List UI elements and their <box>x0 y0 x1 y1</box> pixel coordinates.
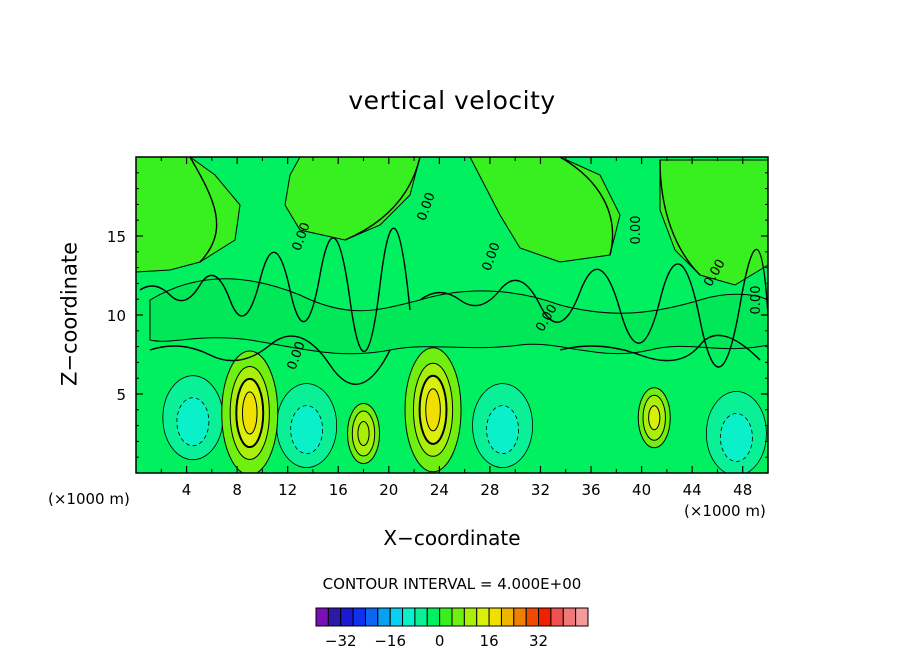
x-tick-label-48: 48 <box>733 481 752 499</box>
x-tick-label-32: 32 <box>531 481 550 499</box>
colorbar-swatch-5 <box>364 607 379 627</box>
contour-interval-text: CONTOUR INTERVAL = 4.000E+00 <box>322 575 582 593</box>
chart-title: vertical velocity <box>348 86 556 115</box>
colorbar-swatch-20 <box>550 607 564 627</box>
x-tick-label-24: 24 <box>430 481 449 499</box>
downdraft-inner-3 <box>486 405 519 455</box>
updraft-core-3 <box>648 405 661 431</box>
x-tick-label-8: 8 <box>232 481 242 499</box>
colorbar-swatch-13 <box>463 607 478 627</box>
upper-band-4 <box>659 159 768 286</box>
updraft-core-4 <box>357 421 370 446</box>
colorbar-swatch-7 <box>389 607 404 627</box>
colorbar-swatch-10 <box>426 607 441 627</box>
colorbar-swatch-16 <box>500 607 515 627</box>
colorbar-swatch-11 <box>439 607 453 627</box>
x-tick-label-40: 40 <box>632 481 651 499</box>
colorbar-swatch-4 <box>352 607 366 627</box>
colorbar-tick-label-2: −16 <box>374 632 406 650</box>
updraft-core-1 <box>241 391 258 435</box>
colorbar-tick-label-4: 16 <box>480 632 499 650</box>
x-tick-label-20: 20 <box>379 481 398 499</box>
x-unit-label-right: (×1000 m) <box>684 502 766 520</box>
downdraft-inner-4 <box>720 413 753 462</box>
zero-contour-6 <box>344 157 421 241</box>
y-tick-label-5: 5 <box>116 386 126 404</box>
y-tick-label-15: 15 <box>107 228 126 246</box>
updraft-core-2 <box>425 388 441 432</box>
contour-label-5: 0.00 <box>629 216 644 245</box>
colorbar-swatch-19 <box>538 607 552 627</box>
zero-contour-8 <box>659 159 701 276</box>
colorbar-swatch-2 <box>327 607 342 627</box>
colorbar-tick-label-3: 0 <box>435 632 445 650</box>
zero-contour-5 <box>189 157 218 263</box>
colorbar-swatch-3 <box>340 607 354 627</box>
zero-contour-3 <box>149 335 391 385</box>
zero-contour-7 <box>559 157 614 256</box>
downdraft-inner-1 <box>176 397 210 447</box>
x-tick-label-36: 36 <box>581 481 600 499</box>
colorbar-swatch-17 <box>513 607 527 627</box>
colorbar-swatch-18 <box>525 607 540 627</box>
x-tick-label-44: 44 <box>683 481 702 499</box>
x-tick-label-4: 4 <box>182 481 192 499</box>
colorbar-swatch-15 <box>488 607 502 627</box>
x-axis-label: X−coordinate <box>383 526 521 550</box>
colorbar-swatch-8 <box>402 607 416 627</box>
x-tick-label-28: 28 <box>480 481 499 499</box>
colorbar-swatch-9 <box>414 607 428 627</box>
colorbar: −32 −16 0 16 32 <box>315 607 589 650</box>
downdraft-inner-2 <box>290 405 324 455</box>
colorbar-swatch-22 <box>575 607 589 627</box>
contour-field <box>136 157 768 473</box>
colorbar-tick-label-5: 32 <box>529 632 548 650</box>
colorbar-swatch-14 <box>476 607 490 627</box>
y-tick-label-10: 10 <box>107 307 126 325</box>
colorbar-tick-label-1: −32 <box>325 632 357 650</box>
x-tick-label-16: 16 <box>329 481 348 499</box>
colorbar-swatch-12 <box>451 607 465 627</box>
colorbar-swatch-21 <box>562 607 577 627</box>
x-unit-label-left: (×1000 m) <box>48 490 130 508</box>
colorbar-swatch-1 <box>315 607 329 627</box>
zero-contour-1 <box>139 227 411 352</box>
zero-contour-4 <box>559 334 761 362</box>
contour-label-7: 0.00 <box>749 286 764 315</box>
zero-contour-2 <box>419 248 768 368</box>
upper-band-1 <box>136 157 241 273</box>
x-tick-label-12: 12 <box>278 481 297 499</box>
colorbar-swatch-6 <box>377 607 391 627</box>
